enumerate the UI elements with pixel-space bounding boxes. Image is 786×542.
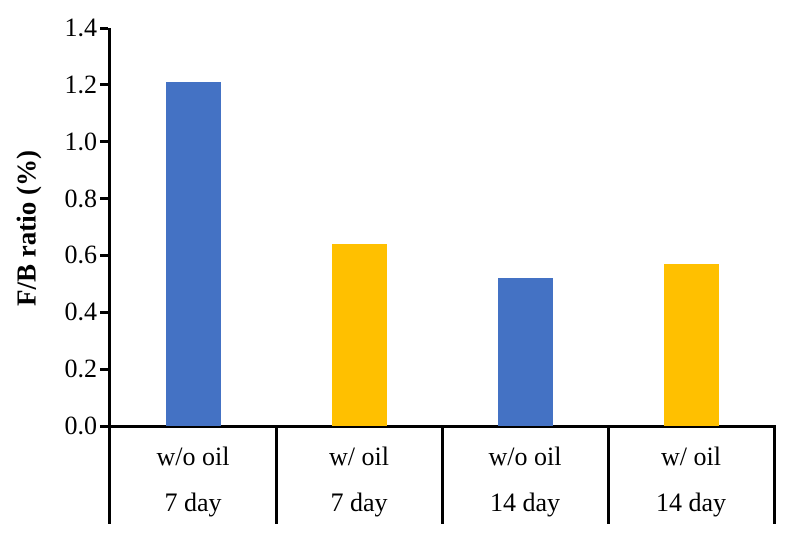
category-divider [772,424,776,524]
category-divider [440,424,444,524]
y-axis-tick [100,367,108,371]
y-tick-label: 0.6 [64,240,98,270]
y-tick-label: 1.4 [64,13,98,42]
y-axis-tick [100,26,108,30]
category-divider [606,424,610,524]
y-tick-label: 0.0 [64,411,98,440]
y-axis-tick [100,310,108,314]
y-axis-tick [100,197,108,201]
y-axis-title: F/B ratio (%) [11,150,42,306]
y-axis-tick [100,424,108,428]
category-day-label: 14 day [655,488,727,517]
category-day-label: 7 day [330,488,388,517]
bar [497,278,553,426]
y-tick-label: 1.2 [64,69,98,99]
y-tick-label: 1.0 [64,126,98,156]
y-axis-tick [100,140,108,144]
bar [331,244,387,426]
y-axis-tick [100,83,108,87]
category-day-label: 7 day [164,488,222,517]
bar [165,82,221,426]
category-condition-label: w/o oil [488,442,562,471]
y-tick-label: 0.2 [64,354,98,384]
category-divider [274,424,278,524]
bar [663,264,719,426]
category-condition-label: w/o oil [156,442,230,471]
y-tick-label: 0.4 [64,297,98,327]
category-day-label: 14 day [489,488,561,517]
y-axis-tick [100,253,108,257]
y-axis-line [108,28,111,524]
category-condition-label: w/ oil [329,442,389,471]
y-tick-label: 0.8 [64,183,98,213]
category-condition-label: w/ oil [661,442,721,471]
